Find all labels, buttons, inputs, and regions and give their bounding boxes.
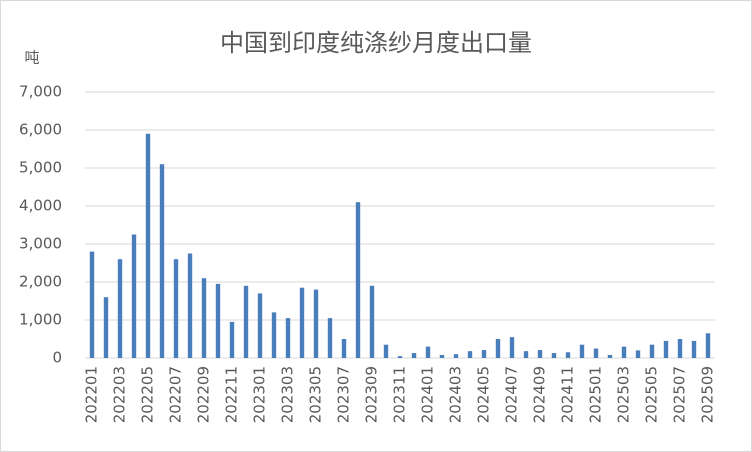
x-tick-label: 202203 — [111, 366, 129, 423]
bar — [89, 251, 95, 358]
bar — [103, 297, 109, 358]
x-tick-label: 202307 — [335, 366, 353, 423]
x-tick-label: 202507 — [671, 366, 689, 423]
y-tick-label: 0 — [52, 349, 62, 367]
bar — [691, 340, 697, 358]
bar — [523, 351, 529, 358]
bar — [257, 293, 263, 358]
x-tick-label: 202309 — [363, 366, 381, 423]
bar — [565, 352, 571, 358]
bar — [131, 234, 137, 358]
bar — [621, 346, 627, 358]
bar — [243, 285, 249, 358]
x-tick-label: 202301 — [251, 366, 269, 423]
bar — [579, 344, 585, 358]
x-tick-label: 202407 — [503, 366, 521, 423]
bar — [537, 350, 543, 358]
bar — [397, 356, 403, 358]
bar — [495, 339, 501, 358]
bar — [327, 318, 333, 358]
x-tick-label: 202205 — [139, 366, 157, 423]
x-tick-label: 202509 — [699, 366, 717, 423]
bar — [467, 351, 473, 358]
y-tick-label: 3,000 — [19, 235, 62, 253]
bar — [649, 344, 655, 358]
y-tick-label: 7,000 — [19, 83, 62, 101]
x-tick-label: 202503 — [615, 366, 633, 423]
bar — [425, 346, 431, 358]
x-tick-label: 202411 — [559, 366, 577, 423]
x-tick-label: 202403 — [447, 366, 465, 423]
x-tick-label: 202303 — [279, 366, 297, 423]
bar — [677, 339, 683, 358]
x-tick-label: 202305 — [307, 366, 325, 423]
y-tick-label: 2,000 — [19, 273, 62, 291]
bar — [593, 348, 599, 358]
x-tick-label: 202401 — [419, 366, 437, 423]
bar — [159, 164, 165, 358]
x-tick-label: 202209 — [195, 366, 213, 423]
bar — [439, 354, 445, 358]
bar — [355, 202, 361, 358]
bar — [173, 259, 179, 358]
bar — [411, 353, 417, 358]
bar — [341, 339, 347, 358]
bar — [453, 354, 459, 358]
bar — [509, 337, 515, 358]
bar — [313, 289, 319, 358]
chart-title: 中国到印度纯涤纱月度出口量 — [220, 29, 532, 57]
x-tick-label: 202311 — [391, 366, 409, 423]
x-tick-label: 202405 — [475, 366, 493, 423]
bar — [551, 353, 557, 358]
x-tick-label: 202501 — [587, 366, 605, 423]
y-tick-label: 1,000 — [19, 311, 62, 329]
bar — [187, 253, 193, 358]
bar — [299, 287, 305, 358]
bar — [705, 333, 711, 358]
bar — [481, 350, 487, 358]
bar — [215, 283, 221, 358]
bar — [271, 312, 277, 358]
x-tick-label: 202505 — [643, 366, 661, 423]
x-tick-label: 202211 — [223, 366, 241, 423]
bar — [635, 350, 641, 358]
bar — [145, 133, 151, 358]
x-tick-label: 202207 — [167, 366, 185, 423]
x-tick-label: 202409 — [531, 366, 549, 423]
x-tick-label: 202201 — [83, 366, 101, 423]
bar — [383, 344, 389, 358]
y-axis-label: 吨 — [24, 49, 39, 67]
y-tick-label: 6,000 — [19, 121, 62, 139]
y-tick-label: 5,000 — [19, 159, 62, 177]
bar — [607, 354, 613, 358]
y-tick-label: 4,000 — [19, 197, 62, 215]
bar — [663, 340, 669, 358]
bar — [201, 278, 207, 358]
bar — [117, 259, 123, 358]
bar — [285, 318, 291, 358]
bar — [369, 285, 375, 358]
bar — [229, 321, 235, 358]
